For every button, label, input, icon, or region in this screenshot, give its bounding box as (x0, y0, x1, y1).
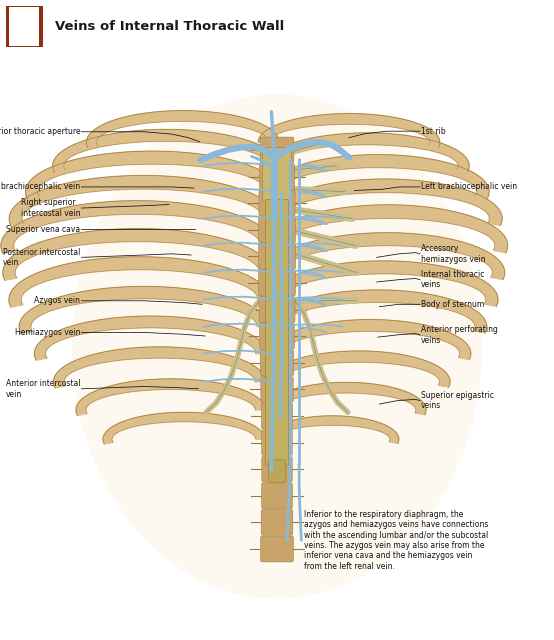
FancyBboxPatch shape (9, 7, 39, 46)
Text: Hemiazygos vein: Hemiazygos vein (15, 328, 80, 337)
Polygon shape (34, 316, 267, 360)
FancyBboxPatch shape (260, 536, 294, 562)
Polygon shape (86, 111, 279, 148)
Text: Azygos vein: Azygos vein (34, 296, 80, 305)
FancyBboxPatch shape (260, 137, 294, 163)
Text: Anterior perforating
veins: Anterior perforating veins (421, 325, 498, 344)
Ellipse shape (72, 94, 482, 599)
Text: Posterior intercostal
vein: Posterior intercostal vein (3, 248, 80, 267)
Polygon shape (53, 129, 280, 172)
Text: Superior vena cava: Superior vena cava (6, 225, 80, 234)
Polygon shape (264, 133, 469, 172)
Polygon shape (258, 113, 440, 147)
FancyBboxPatch shape (261, 403, 293, 429)
Text: Inferior to the respiratory diaphragm, the
azygos and hemiazygos veins have conn: Inferior to the respiratory diaphragm, t… (304, 509, 488, 571)
FancyBboxPatch shape (259, 190, 295, 216)
Polygon shape (266, 416, 399, 444)
Polygon shape (9, 257, 270, 307)
FancyBboxPatch shape (265, 199, 289, 466)
Polygon shape (25, 151, 279, 198)
Polygon shape (266, 382, 426, 415)
Text: Accessory
hemiazygos vein: Accessory hemiazygos vein (421, 244, 486, 264)
Polygon shape (269, 290, 486, 333)
Text: 1st rib: 1st rib (421, 127, 445, 136)
Text: Right brachiocephalic vein: Right brachiocephalic vein (0, 182, 80, 191)
FancyBboxPatch shape (259, 323, 295, 349)
Text: Left brachiocephalic vein: Left brachiocephalic vein (421, 182, 517, 191)
Text: Right superior
intercostal vein: Right superior intercostal vein (21, 198, 80, 218)
FancyBboxPatch shape (259, 164, 295, 189)
Polygon shape (54, 347, 266, 388)
Polygon shape (268, 351, 450, 387)
Polygon shape (19, 287, 269, 333)
Text: Anterior intercostal
vein: Anterior intercostal vein (6, 379, 80, 399)
FancyBboxPatch shape (261, 429, 293, 456)
FancyBboxPatch shape (261, 456, 293, 482)
Text: Superior epigastric
veins: Superior epigastric veins (421, 391, 494, 410)
Polygon shape (3, 228, 272, 280)
FancyBboxPatch shape (259, 297, 295, 323)
FancyBboxPatch shape (259, 243, 295, 269)
FancyBboxPatch shape (269, 460, 285, 483)
Polygon shape (103, 412, 265, 444)
FancyBboxPatch shape (260, 350, 294, 376)
Polygon shape (1, 201, 274, 253)
Text: Internal thoracic
veins: Internal thoracic veins (421, 270, 484, 289)
FancyBboxPatch shape (261, 483, 293, 509)
Polygon shape (266, 155, 489, 198)
FancyBboxPatch shape (261, 509, 293, 535)
FancyBboxPatch shape (263, 148, 291, 202)
Polygon shape (268, 205, 507, 253)
Polygon shape (9, 175, 277, 226)
Text: Superior thoracic aperture: Superior thoracic aperture (0, 127, 80, 136)
Polygon shape (76, 379, 265, 415)
Text: Veins of Internal Thoracic Wall: Veins of Internal Thoracic Wall (55, 20, 285, 33)
FancyBboxPatch shape (261, 376, 293, 403)
Text: Body of sternum: Body of sternum (421, 300, 484, 309)
FancyBboxPatch shape (259, 270, 295, 296)
Polygon shape (269, 261, 498, 307)
FancyBboxPatch shape (259, 217, 295, 243)
Polygon shape (268, 179, 502, 225)
Polygon shape (269, 233, 505, 280)
FancyBboxPatch shape (6, 6, 43, 47)
Polygon shape (269, 319, 471, 360)
